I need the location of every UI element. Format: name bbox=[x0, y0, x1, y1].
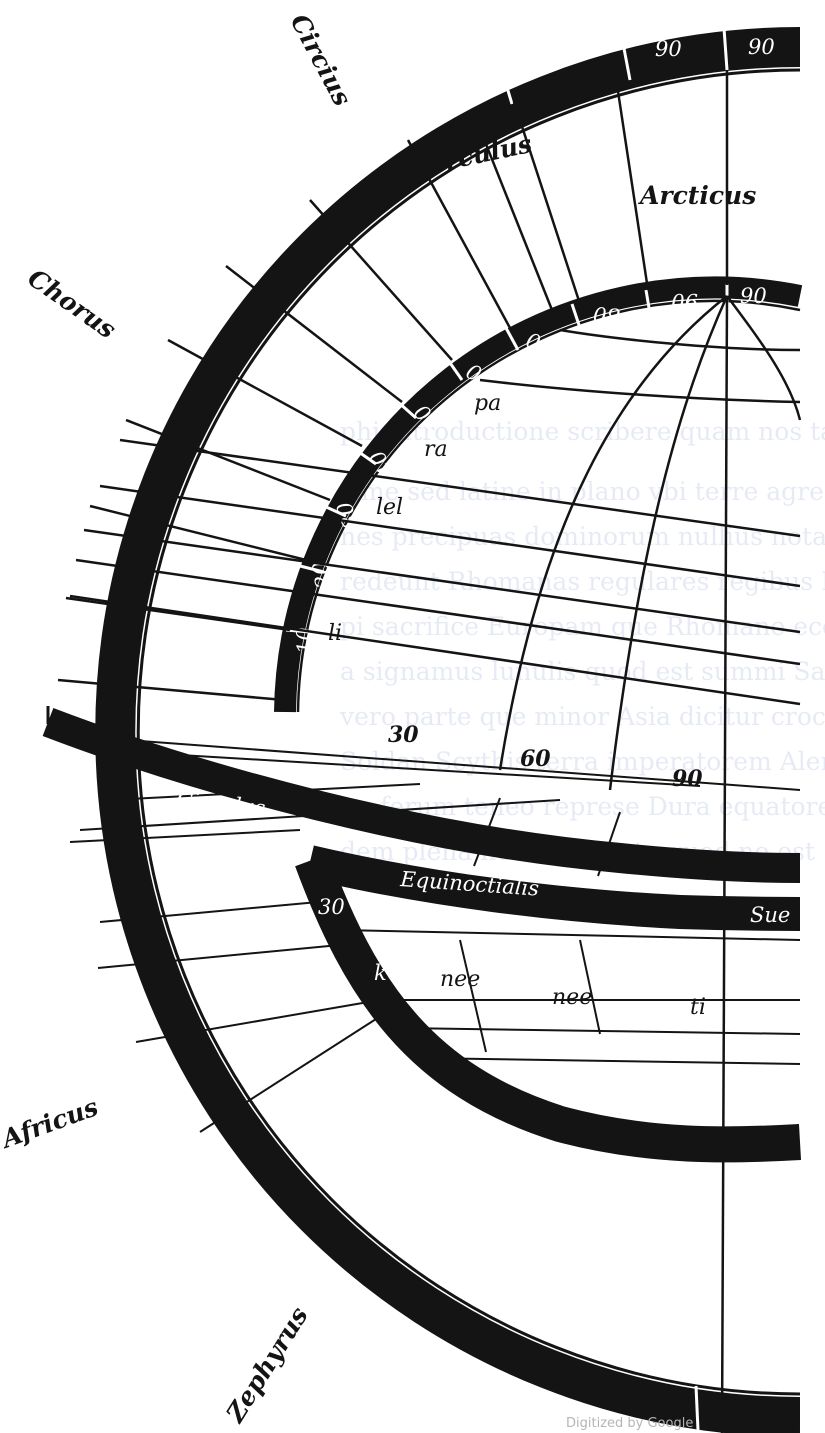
equator-degree-30: 30 bbox=[388, 722, 419, 748]
hatch-lines bbox=[69, 737, 801, 1133]
outer-degree-south-20: 20 bbox=[37, 874, 65, 905]
equator-degree-60: 60 bbox=[520, 746, 551, 772]
outer-degree-90b: 90 bbox=[748, 35, 775, 59]
equator-degree-90: 90 bbox=[672, 766, 703, 792]
inner-ring-band bbox=[274, 276, 803, 713]
region-pa: pa bbox=[474, 391, 501, 416]
lower-band-degree-30: 30 bbox=[318, 895, 345, 919]
region-li: li bbox=[328, 621, 342, 646]
outer-degree-70: 70 bbox=[424, 81, 457, 113]
outer-degree-40: 40 bbox=[138, 297, 174, 333]
svg-text:vero parte que minor Asia dici: vero parte que minor Asia dicitur crocea… bbox=[339, 702, 825, 731]
region-ra: ra bbox=[424, 437, 448, 462]
inner-degree-90a: 90 bbox=[671, 289, 698, 313]
inner-degree-90b: 90 bbox=[740, 284, 767, 308]
outer-degree-south-30: 30 bbox=[67, 979, 99, 1013]
outer-degree-30: 30 bbox=[91, 392, 124, 426]
outer-degree-10: 10 bbox=[25, 623, 50, 651]
region-ti: ti bbox=[690, 995, 706, 1020]
region-nee-1: nee bbox=[440, 967, 480, 992]
label-lower-tail: Sue bbox=[750, 903, 790, 927]
equinoctial-band bbox=[306, 845, 801, 931]
inner-degree-80: 80 bbox=[592, 302, 621, 328]
outer-degree-90a: 90 bbox=[655, 37, 682, 61]
region-k: k bbox=[374, 961, 387, 985]
wind-circius: Circius bbox=[285, 9, 357, 111]
inner-band-dividers bbox=[285, 284, 729, 634]
outer-degree-20: 20 bbox=[55, 500, 84, 532]
svg-text:redeunt Rhomanas regulares reg: redeunt Rhomanas regulares regibus Europ… bbox=[340, 567, 825, 596]
outer-ring-inner-edge bbox=[136, 68, 801, 1396]
zone-lines bbox=[69, 438, 801, 706]
radial-lines bbox=[57, 70, 729, 702]
wind-africus: Africus bbox=[0, 1092, 102, 1154]
inner-ring-inner-edge bbox=[296, 299, 801, 713]
label-arcticus: Arcticus bbox=[638, 181, 756, 210]
region-lel: lel bbox=[376, 495, 403, 520]
digitized-credit: Digitized by Google bbox=[566, 1416, 694, 1431]
upper-circulus-band bbox=[42, 707, 801, 883]
globe-meridians bbox=[479, 295, 802, 1433]
outer-degree-south-10: 10 bbox=[21, 772, 45, 799]
region-nee-2: nee bbox=[552, 985, 592, 1010]
wind-chorus: Chorus bbox=[23, 263, 122, 344]
outer-degree-south-40: 40 bbox=[115, 1073, 150, 1109]
outer-degree-60: 60 bbox=[310, 138, 345, 173]
outer-ring-band bbox=[95, 27, 801, 1433]
wind-zephyrus: Zephyrus bbox=[220, 1302, 314, 1428]
lower-globe-band bbox=[295, 853, 802, 1163]
svg-text:pi sacrifice Europam que Rhoma: pi sacrifice Europam que Rhomane ecclesi… bbox=[340, 612, 825, 641]
outer-degree-80: 80 bbox=[524, 55, 551, 79]
outer-degree-50: 50 bbox=[209, 218, 245, 254]
